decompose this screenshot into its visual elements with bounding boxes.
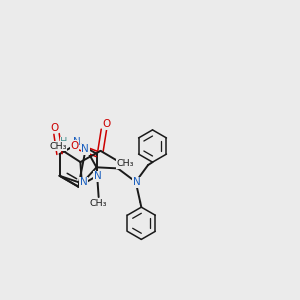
Text: CH₃: CH₃ <box>49 142 67 151</box>
Text: H: H <box>60 137 68 147</box>
Text: O: O <box>50 123 58 133</box>
Text: N: N <box>73 137 80 147</box>
Text: O: O <box>70 141 78 151</box>
Text: CH₃: CH₃ <box>90 199 107 208</box>
Text: N: N <box>133 177 140 187</box>
Text: N: N <box>94 171 101 182</box>
Text: CH₃: CH₃ <box>116 159 134 168</box>
Text: N: N <box>81 144 89 154</box>
Text: O: O <box>102 119 110 129</box>
Text: N: N <box>80 177 88 188</box>
